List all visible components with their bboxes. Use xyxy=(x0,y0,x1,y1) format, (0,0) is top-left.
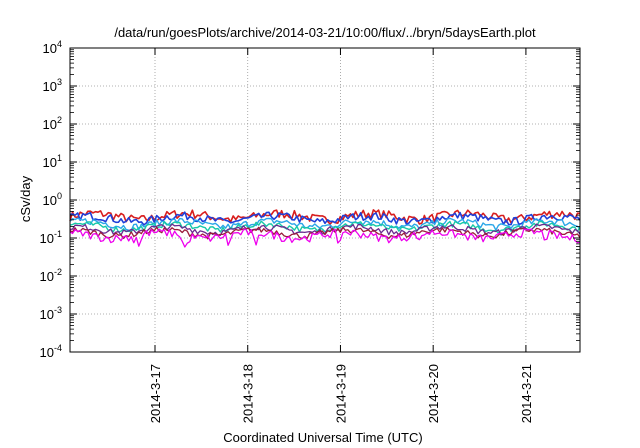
x-tick-label: 2014-3-19 xyxy=(333,364,348,423)
series-line-2 xyxy=(69,211,581,226)
y-tick-label: 10-4 xyxy=(40,343,62,360)
x-tick-label: 2014-3-20 xyxy=(426,364,441,423)
x-axis-label: Coordinated Universal Time (UTC) xyxy=(223,430,422,445)
y-tick-label: 10-3 xyxy=(40,305,62,322)
x-tick-labels: 2014-3-17 2014-3-18 2014-3-19 2014-3-20 2014… xyxy=(148,364,534,423)
series-line-4 xyxy=(69,220,581,234)
y-tick-label: 100 xyxy=(43,191,62,208)
series-line-6 xyxy=(69,226,581,240)
axis-ticks xyxy=(70,47,580,353)
y-tick-labels: 10-4 10-3 10-2 10-1 100 101 102 103 104 xyxy=(40,39,62,360)
y-tick-label: 104 xyxy=(43,39,62,56)
chart-title: /data/run/goesPlots/archive/2014-03-21/1… xyxy=(114,25,536,40)
y-tick-label: 103 xyxy=(43,77,62,94)
series-line-7 xyxy=(69,228,581,248)
x-tick-label: 2014-3-21 xyxy=(519,364,534,423)
grid xyxy=(70,48,580,352)
y-axis-label: cSv/day xyxy=(18,175,33,222)
x-tick-label: 2014-3-18 xyxy=(241,364,256,423)
y-tick-label: 101 xyxy=(43,153,62,170)
series-group xyxy=(69,209,581,248)
y-tick-label: 102 xyxy=(43,115,62,132)
y-tick-label: 10-2 xyxy=(40,267,62,284)
series-line-5 xyxy=(69,223,581,237)
y-tick-label: 10-1 xyxy=(40,229,62,246)
x-tick-label: 2014-3-17 xyxy=(148,364,163,423)
